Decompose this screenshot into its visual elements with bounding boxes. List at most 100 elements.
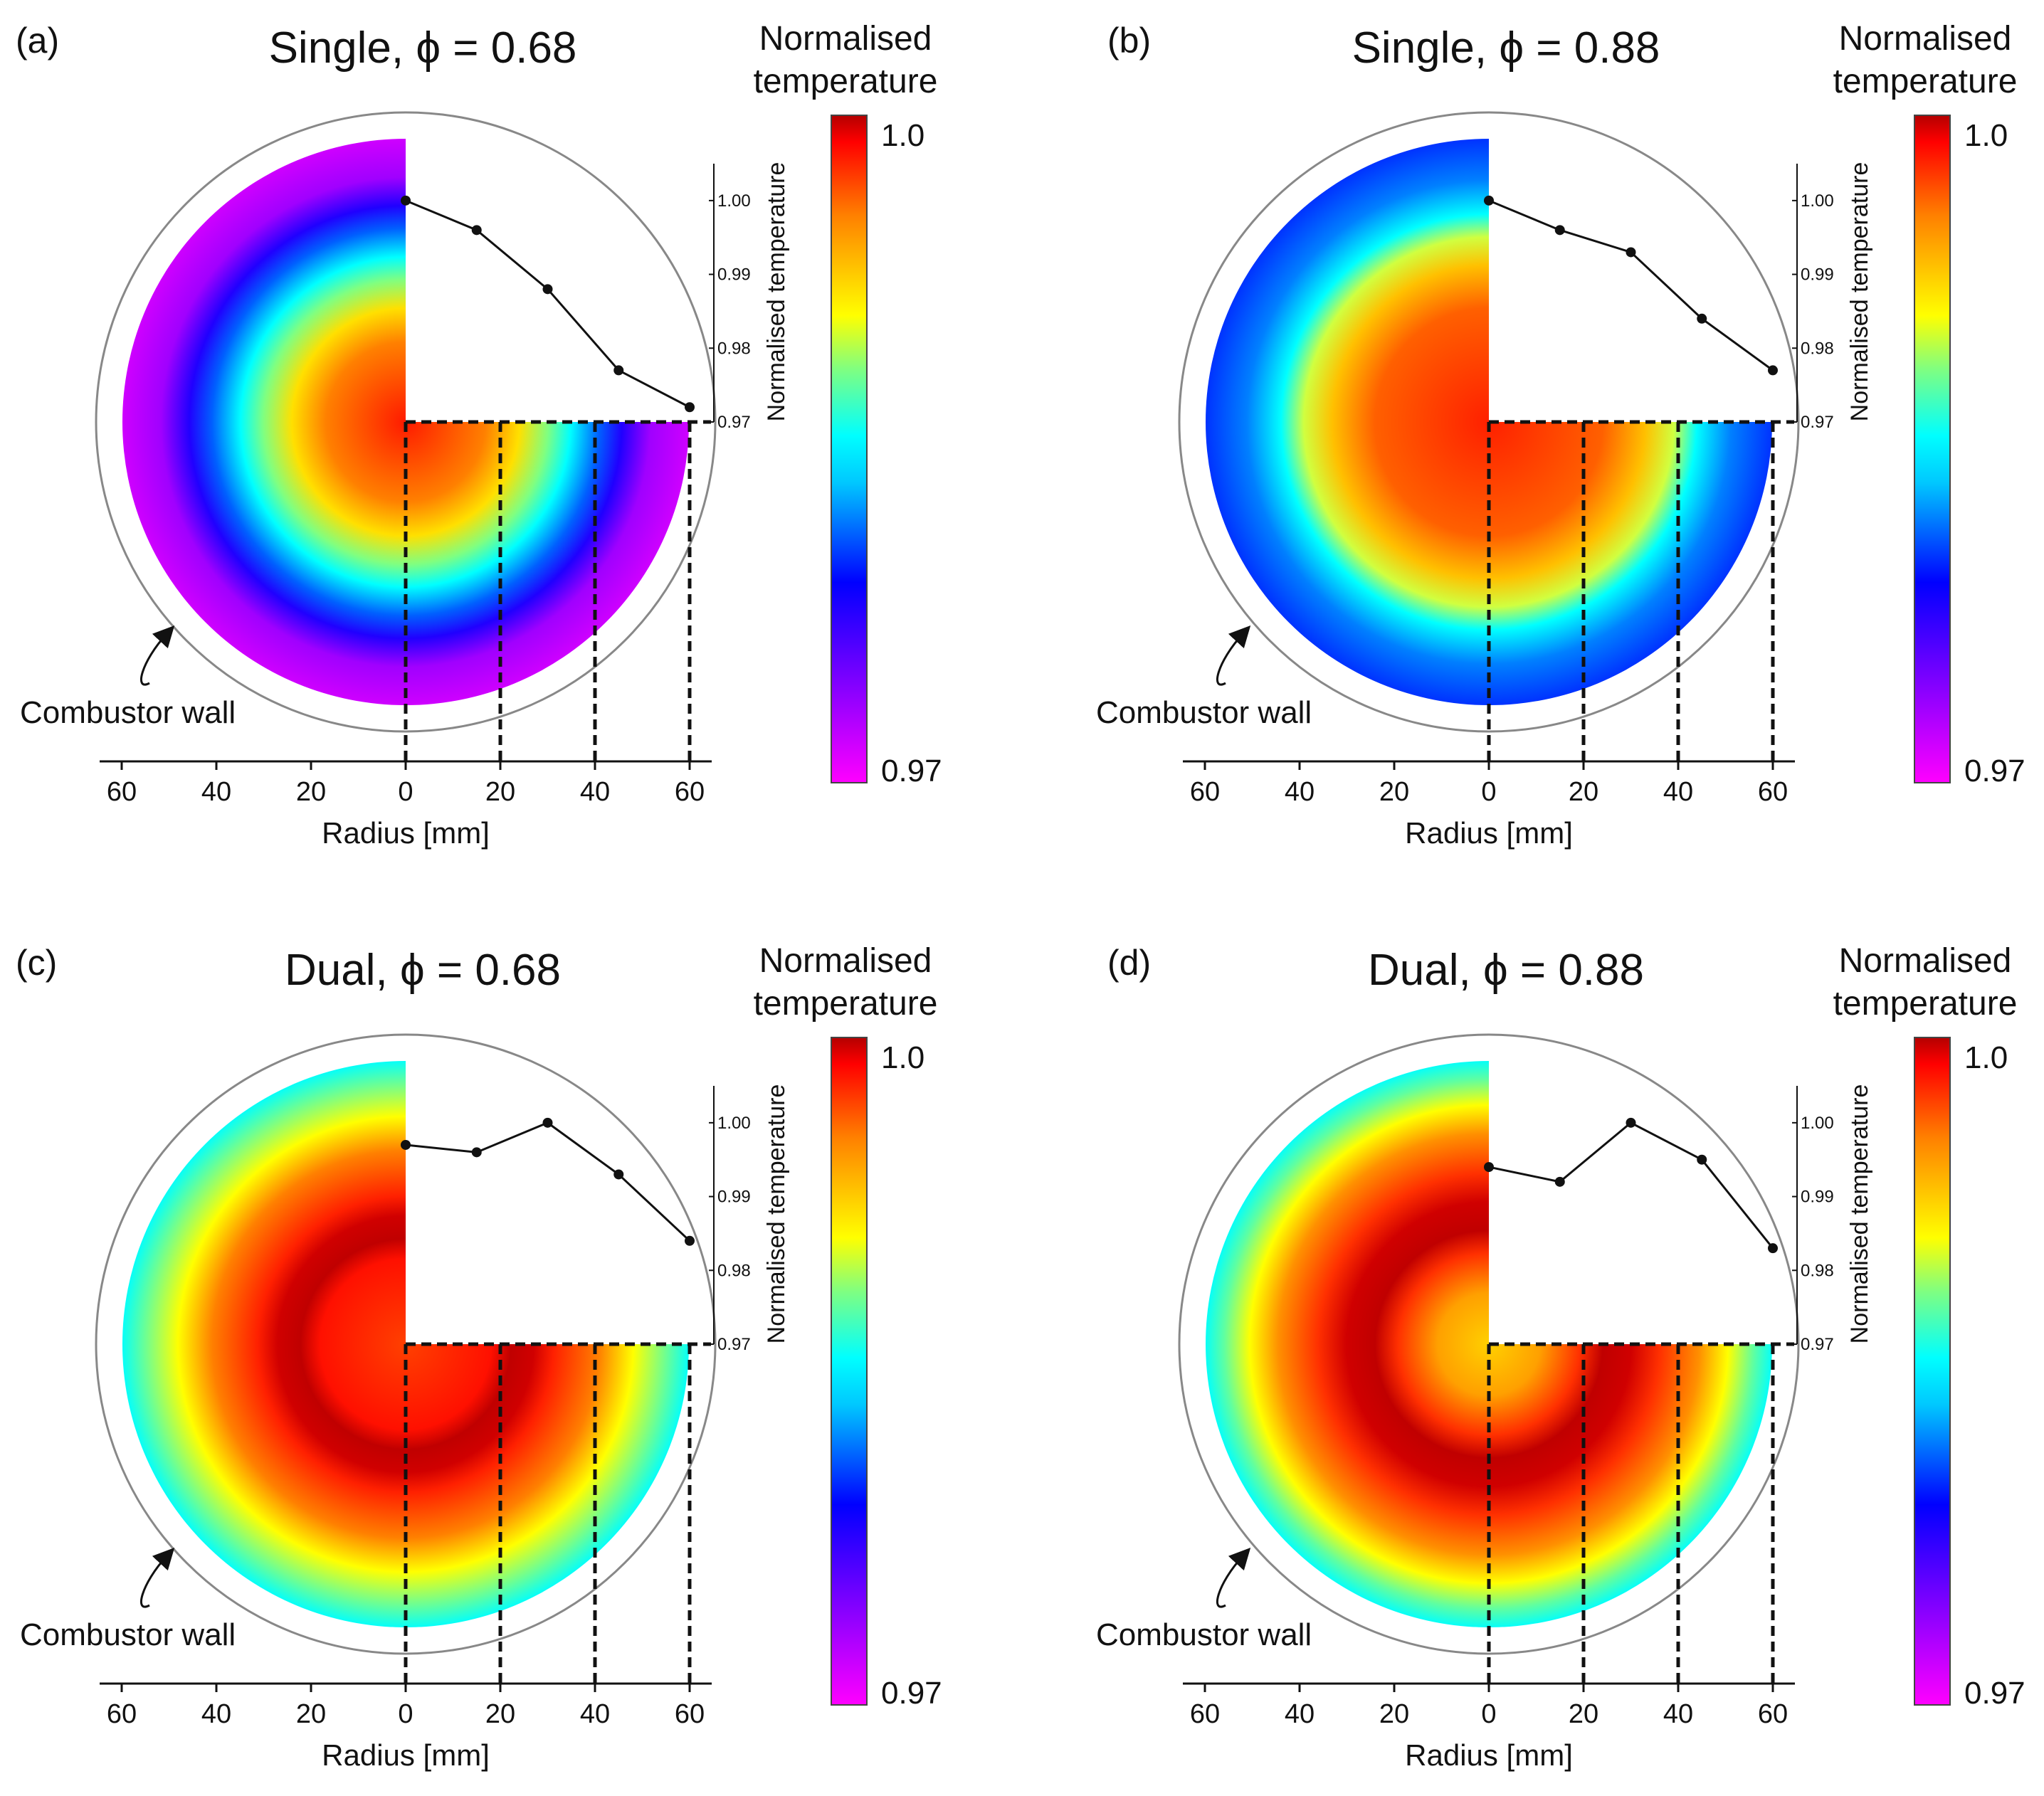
wall-arrow xyxy=(139,1547,175,1608)
x-tick-label: 20 xyxy=(296,777,326,807)
temperature-profile: Normalised temperature 0.97 0.98 0.99 1.00 xyxy=(1484,162,1873,432)
profile-point xyxy=(542,284,553,295)
sample-guides xyxy=(1487,420,1794,761)
x-axis-label: Radius [mm] xyxy=(1405,816,1573,850)
x-tick-label: 60 xyxy=(1190,777,1220,807)
profile-point xyxy=(401,195,411,206)
x-tick-label: 20 xyxy=(1379,1699,1409,1729)
temperature-profile: Normalised temperature 0.97 0.98 0.99 1.00 xyxy=(401,1084,790,1354)
x-tick-label: 60 xyxy=(107,1699,137,1729)
x-tick-label: 20 xyxy=(1569,1699,1598,1729)
combustor-wall xyxy=(1178,1033,1800,1655)
profile-point xyxy=(1697,1154,1707,1165)
y-tick-label: 0.98 xyxy=(1801,1261,1834,1280)
x-tick-label: 20 xyxy=(485,1699,515,1729)
chart-title: Dual, ϕ = 0.88 xyxy=(1368,946,1644,995)
y-tick-label: 0.99 xyxy=(717,1188,751,1207)
x-tick-label: 20 xyxy=(1569,777,1598,807)
wall-arrow xyxy=(1216,625,1251,686)
colorbar-min-label: 0.97 xyxy=(1964,1676,2025,1711)
chart-title: Single, ϕ = 0.68 xyxy=(269,23,577,73)
x-tick-label: 20 xyxy=(485,777,515,807)
y-tick-label: 1.00 xyxy=(1801,191,1834,211)
colorbar: Normalised temperature 1.0 0.97 xyxy=(1833,942,2025,1711)
panel-tag: (a) xyxy=(16,21,59,60)
profile-point xyxy=(1768,1243,1778,1254)
temperature-profile: Normalised temperature 0.97 0.98 0.99 1.00 xyxy=(1484,1084,1873,1354)
profile-point xyxy=(613,365,624,376)
panel-tag: (d) xyxy=(1107,943,1151,983)
x-tick-label: 0 xyxy=(398,777,413,807)
colorbar-title-line2: temperature xyxy=(754,985,938,1023)
x-tick-label: 60 xyxy=(107,777,137,807)
colorbar-title: Normalised xyxy=(1839,20,2012,58)
x-tick-label: 40 xyxy=(201,777,231,807)
temperature-profile: Normalised temperature 0.97 0.98 0.99 1.00 xyxy=(401,162,790,432)
x-tick-label: 20 xyxy=(1379,777,1409,807)
x-axis-label: Radius [mm] xyxy=(322,816,490,850)
radius-axis: 60 40 20 0 20 40 60 Radius [mm] xyxy=(1183,1682,1795,1772)
x-tick-label: 40 xyxy=(1663,1699,1693,1729)
x-tick-label: 20 xyxy=(296,1699,326,1729)
profile-point xyxy=(401,1139,411,1150)
x-tick-label: 0 xyxy=(1481,777,1496,807)
combustor-wall xyxy=(95,1033,717,1655)
x-axis-label: Radius [mm] xyxy=(1405,1738,1573,1772)
wall-label: Combustor wall xyxy=(1096,695,1312,730)
y-tick-label: 0.99 xyxy=(1801,265,1834,285)
profile-point xyxy=(1697,313,1707,324)
x-tick-label: 40 xyxy=(201,1699,231,1729)
profile-point xyxy=(1626,1117,1636,1128)
colorbar-title-line2: temperature xyxy=(1833,63,2018,100)
radius-axis: 60 40 20 0 20 40 60 Radius [mm] xyxy=(100,1682,712,1772)
colorbar-min-label: 0.97 xyxy=(881,1676,942,1711)
profile-line xyxy=(1488,1121,1774,1250)
profile-point xyxy=(1768,365,1778,376)
y-axis-label: Normalised temperature xyxy=(1846,162,1873,422)
x-tick-label: 40 xyxy=(580,1699,610,1729)
y-tick-label: 1.00 xyxy=(1801,1114,1834,1133)
profile-line xyxy=(405,1121,691,1242)
wall-arrow xyxy=(139,625,175,686)
chart-title: Single, ϕ = 0.88 xyxy=(1352,23,1660,73)
x-tick-label: 40 xyxy=(1663,777,1693,807)
colorbar-max-label: 1.0 xyxy=(1964,1040,2008,1075)
y-tick-label: 0.97 xyxy=(717,413,751,432)
x-tick-label: 60 xyxy=(675,777,705,807)
y-tick-label: 0.98 xyxy=(717,1261,751,1280)
x-tick-label: 60 xyxy=(1758,777,1788,807)
x-tick-label: 60 xyxy=(1190,1699,1220,1729)
profile-point xyxy=(1626,247,1636,258)
y-tick-label: 0.99 xyxy=(717,265,751,285)
colorbar-min-label: 0.97 xyxy=(1964,754,2025,788)
panel-b: (b) Single, ϕ = 0.88 60 40 20 0 20 40 60 Radiu… xyxy=(1096,20,2025,850)
profile-point xyxy=(1554,1176,1565,1187)
wall-label: Combustor wall xyxy=(1096,1617,1312,1652)
colorbar-title: Normalised xyxy=(759,942,932,980)
x-tick-label: 40 xyxy=(1285,1699,1315,1729)
x-tick-label: 60 xyxy=(675,1699,705,1729)
profile-point xyxy=(685,402,695,413)
panel-d: (d) Dual, ϕ = 0.88 60 40 20 0 20 40 60 Radius … xyxy=(1096,942,2025,1772)
profile-line xyxy=(1488,199,1774,371)
x-tick-label: 40 xyxy=(1285,777,1315,807)
chart-title: Dual, ϕ = 0.68 xyxy=(285,946,561,995)
colorbar-title-line2: temperature xyxy=(754,63,938,100)
colorbar-max-label: 1.0 xyxy=(1964,118,2008,153)
profile-point xyxy=(613,1169,624,1180)
x-tick-label: 40 xyxy=(580,777,610,807)
radius-axis: 60 40 20 0 20 40 60 Radius [mm] xyxy=(100,760,712,850)
sample-guides xyxy=(404,420,711,761)
panel-tag: (c) xyxy=(16,943,57,983)
radius-axis: 60 40 20 0 20 40 60 Radius [mm] xyxy=(1183,760,1795,850)
profile-point xyxy=(471,225,482,236)
colorbar: Normalised temperature 1.0 0.97 xyxy=(1833,20,2025,788)
combustor-wall xyxy=(1178,111,1800,733)
profile-point xyxy=(1554,225,1565,236)
x-tick-label: 0 xyxy=(1481,1699,1496,1729)
colorbar-title-line2: temperature xyxy=(1833,985,2018,1023)
y-tick-label: 1.00 xyxy=(717,1114,751,1133)
combustor-wall xyxy=(95,111,717,733)
x-axis-label: Radius [mm] xyxy=(322,1738,490,1772)
colorbar: Normalised temperature 1.0 0.97 xyxy=(754,942,942,1711)
